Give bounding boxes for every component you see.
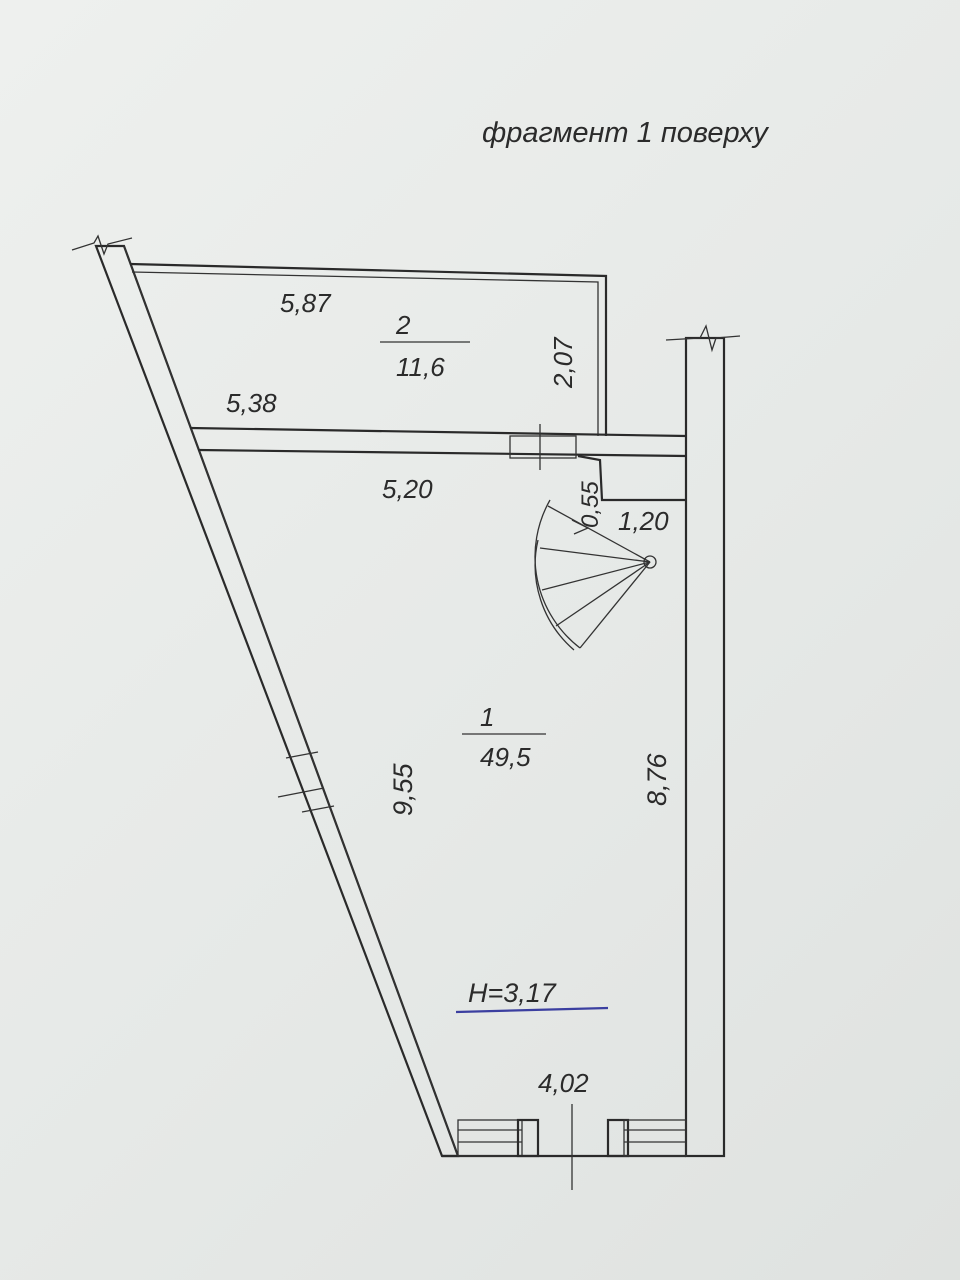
room-2-walls <box>129 262 687 470</box>
spiral-stair <box>534 499 657 651</box>
room-2-number: 2 <box>395 310 411 340</box>
room-1-number: 1 <box>480 702 494 732</box>
dim-step-width: 1,20 <box>618 506 669 536</box>
ceiling-height-underline <box>455 1006 609 1014</box>
room-2-label: 2 11,6 <box>380 310 470 382</box>
dim-bottom-width: 4,02 <box>538 1068 589 1098</box>
ceiling-height: Н=3,17 <box>468 978 557 1008</box>
room-1-label: 1 49,5 <box>462 702 546 772</box>
stair-landing <box>577 454 686 502</box>
right-wall <box>665 324 741 1158</box>
dim-right-wall: 8,76 <box>642 752 672 806</box>
dim-step-depth: 0,55 <box>577 481 604 528</box>
break-mark <box>71 234 133 256</box>
dim-room2-bottom: 5,38 <box>226 388 277 418</box>
dim-left-wall: 9,55 <box>388 762 418 816</box>
dim-room2-depth: 2,07 <box>548 336 578 389</box>
dim-room1-top: 5,20 <box>382 474 433 504</box>
room-1-area: 49,5 <box>480 742 531 772</box>
dim-room2-top: 5,87 <box>280 288 332 318</box>
break-mark <box>665 324 741 353</box>
fragment-title: фрагмент 1 поверху <box>482 117 769 149</box>
room-2-area: 11,6 <box>396 352 445 382</box>
entrance <box>442 1104 687 1190</box>
